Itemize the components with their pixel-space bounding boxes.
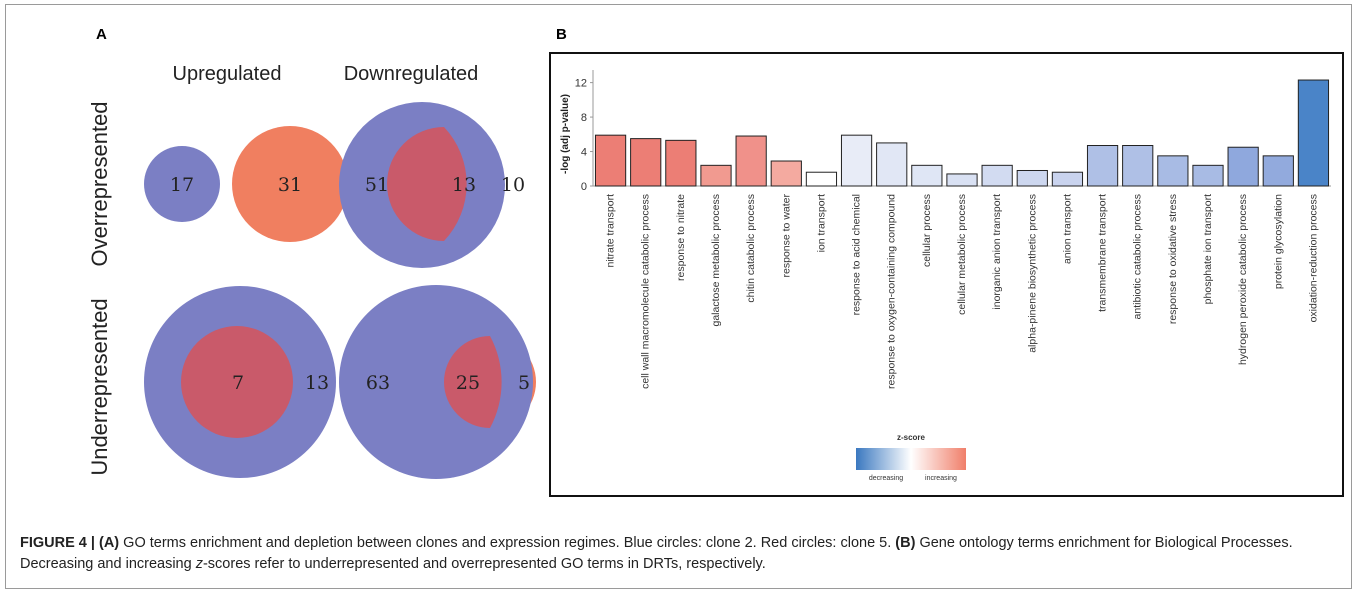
caption-a-text: GO terms enrichment and depletion betwee… [123,535,892,551]
count-up-under-clone2: 13 [305,372,329,394]
x-tick-label: cell wall macromolecule catabolic proces… [640,194,652,389]
bar [735,135,767,187]
count-up-under-overlap: 7 [232,372,244,394]
legend-title: z-score [897,433,926,442]
count-down-over-overlap: 13 [452,174,476,196]
legend-high-label: increasing [925,475,957,482]
caption-b-label: (B) [895,535,916,551]
bar [1192,164,1224,187]
y-tick-label: 8 [581,112,587,124]
caption-a-label: (A) [99,535,120,551]
col-label-upregulated: Upregulated [173,63,282,85]
bar [665,139,697,187]
count-down-under-overlap: 25 [456,372,480,394]
bar [1086,145,1119,187]
overlap-region [444,336,502,428]
x-tick-label: protein glycosylation [1272,194,1284,289]
y-tick-label: 0 [581,181,587,193]
legend-gradient-bar [856,448,966,470]
x-tick-label: alpha-pinene biosynthetic process [1026,194,1038,353]
bar [700,164,732,187]
bar [981,164,1013,187]
overlap-circle [181,326,293,438]
x-tick-label: response to oxidative stress [1167,194,1179,324]
bar [594,134,627,187]
x-tick-label: response to oxygen-containing compound [886,194,898,389]
bar [1122,145,1154,187]
x-tick-label: inorganic anion transport [991,194,1003,310]
clone2-circle [144,146,220,222]
bar [1227,146,1259,187]
x-tick-label: antibiotic catabolic process [1132,194,1144,319]
count-down-over-clone5: 10 [501,174,525,196]
x-tick-label: phosphate ion transport [1202,194,1214,304]
x-tick-label: oxidation-reduction process [1307,194,1319,322]
row-label-overrepresented: Overrepresented [87,101,112,266]
bar [946,173,978,187]
zscore-legend: z-score decreasing increasing [856,433,966,482]
caption-z-italic: z [195,556,203,572]
bar [1016,169,1048,187]
figure-caption: FIGURE 4 | (A) GO terms enrichment and d… [20,533,1340,575]
bar [1157,155,1189,187]
venn-diagrams: Upregulated Downregulated Overrepresente… [87,63,536,479]
count-up-over-clone2: 17 [170,174,194,196]
clone2-circle [339,285,533,479]
x-tick-label: nitrate transport [605,194,617,268]
x-tick-label: transmembrane transport [1097,194,1109,312]
count-up-over-clone5: 31 [278,174,302,196]
x-tick-label: response to nitrate [675,194,687,281]
bar [840,134,873,187]
panel-a-letter: A [96,26,107,43]
bar [1297,79,1330,187]
y-tick-label: 12 [575,78,587,90]
x-tick-label: cellular process [921,194,933,267]
bar [770,160,802,187]
venn-up-under [144,286,336,478]
caption-b-text-1: Gene ontology terms enrichment for Biolo… [20,535,1293,572]
x-tick-labels: nitrate transport cell wall macromolecule… [605,194,1320,389]
count-down-over-clone2: 51 [365,174,389,196]
bar [1051,171,1084,187]
count-down-under-clone5: 5 [518,372,530,394]
venn-up-over [144,126,348,242]
bar [630,138,662,187]
y-tick-label: 4 [581,147,587,159]
figure-frame [5,4,1352,589]
x-tick-label: anion transport [1061,194,1073,264]
panel-b-letter: B [556,26,567,43]
x-tick-label: galactose metabolic process [710,194,722,327]
bar [876,142,908,187]
venn-down-over [339,102,505,268]
y-axis-label: -log (adj p-value) [560,94,571,174]
bar [1262,155,1294,187]
clone5-circle [232,126,348,242]
overlap-region [387,127,467,241]
figure-label: FIGURE 4 | [20,535,95,551]
x-tick-label: ion transport [815,194,827,252]
row-label-underrepresented: Underrepresented [87,298,112,475]
venn-down-under [339,285,536,479]
x-tick-label: response to water [780,194,792,278]
x-tick-label: chitin catabolic process [745,194,757,303]
x-tick-label: cellular metabolic process [956,194,968,315]
panel-b-frame [549,52,1344,497]
count-down-under-clone2: 63 [366,372,390,394]
x-tick-label: response to acid chemical [851,194,863,315]
col-label-downregulated: Downregulated [344,63,479,85]
bar-chart: 0 4 8 12 nitrate transport cell wall macromo… [560,70,1331,482]
x-tick-label: hydrogen peroxide catabolic process [1237,194,1249,365]
bar [805,171,838,187]
caption-b-text-2: -scores refer to underrepresented and ov… [202,556,766,572]
legend-low-label: decreasing [869,475,903,482]
bar [911,164,943,187]
bars [594,79,1330,187]
